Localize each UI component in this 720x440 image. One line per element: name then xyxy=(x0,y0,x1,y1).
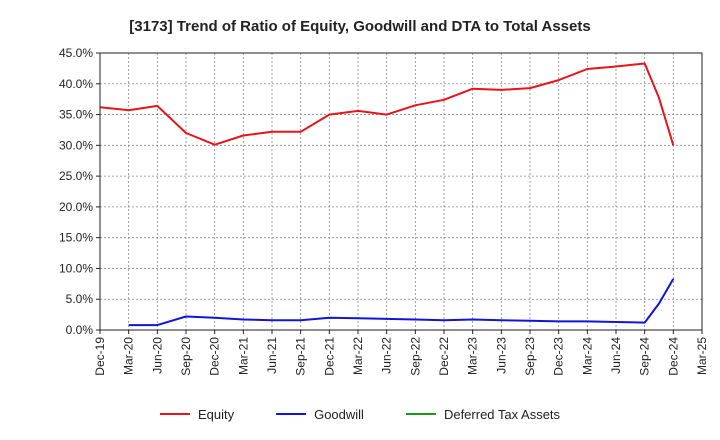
x-tick-label: Sep-24 xyxy=(638,337,652,376)
x-tick-label: Mar-22 xyxy=(351,337,365,375)
y-tick-label: 45.0% xyxy=(59,46,93,60)
x-tick-label: Jun-20 xyxy=(150,337,164,374)
x-tick-label: Sep-23 xyxy=(523,337,537,376)
y-tick-label: 40.0% xyxy=(59,77,93,91)
x-tick-label: Mar-24 xyxy=(580,337,594,375)
x-tick-label: Sep-20 xyxy=(179,337,193,376)
x-tick-label: Dec-23 xyxy=(552,337,566,376)
series-layer xyxy=(99,62,675,327)
series-line-equity xyxy=(99,62,675,146)
y-tick-label: 35.0% xyxy=(59,108,93,122)
plot-border xyxy=(99,52,703,331)
y-tick-label: 20.0% xyxy=(59,200,93,214)
y-tick-label: 0.0% xyxy=(66,323,94,337)
y-axis: 0.0% 5.0% 10.0% 15.0% 20.0% 25.0% 30.0% 35.0% 40… xyxy=(59,46,100,337)
x-tick-label: Dec-20 xyxy=(208,337,222,376)
y-tick-label: 30.0% xyxy=(59,138,93,152)
plot-area xyxy=(100,53,702,330)
x-tick-label: Dec-19 xyxy=(93,337,107,376)
legend: Equity Goodwill Deferred Tax Assets xyxy=(159,407,561,422)
y-tick-label: 15.0% xyxy=(59,231,93,245)
x-tick-label: Dec-24 xyxy=(666,337,680,376)
x-tick-label: Mar-20 xyxy=(122,337,136,375)
x-tick-label: Jun-22 xyxy=(380,337,394,374)
x-tick-label: Mar-23 xyxy=(466,337,480,375)
x-tick-label: Sep-22 xyxy=(408,337,422,376)
x-tick-label: Dec-21 xyxy=(322,337,336,376)
x-tick-label: Dec-22 xyxy=(437,337,451,376)
y-tick-label: 25.0% xyxy=(59,169,93,183)
x-tick-label: Mar-21 xyxy=(236,337,250,375)
legend-label-equity: Equity xyxy=(198,407,235,422)
chart-title: [3173] Trend of Ratio of Equity, Goodwil… xyxy=(129,18,590,35)
x-tick-label: Jun-24 xyxy=(609,337,623,374)
x-tick-label: Jun-21 xyxy=(265,337,279,374)
x-tick-label: Mar-25 xyxy=(695,337,709,375)
x-tick-label: Jun-23 xyxy=(494,337,508,374)
legend-label-deferred-tax-assets: Deferred Tax Assets xyxy=(444,407,561,422)
x-axis: Dec-19 Mar-20 Jun-20 Sep-20 Dec-20 Mar-21 Jun-… xyxy=(93,330,709,376)
legend-label-goodwill: Goodwill xyxy=(314,407,364,422)
series-line-goodwill xyxy=(128,278,675,327)
y-tick-label: 5.0% xyxy=(66,292,94,306)
y-tick-label: 10.0% xyxy=(59,261,93,275)
x-tick-label: Sep-21 xyxy=(294,337,308,376)
